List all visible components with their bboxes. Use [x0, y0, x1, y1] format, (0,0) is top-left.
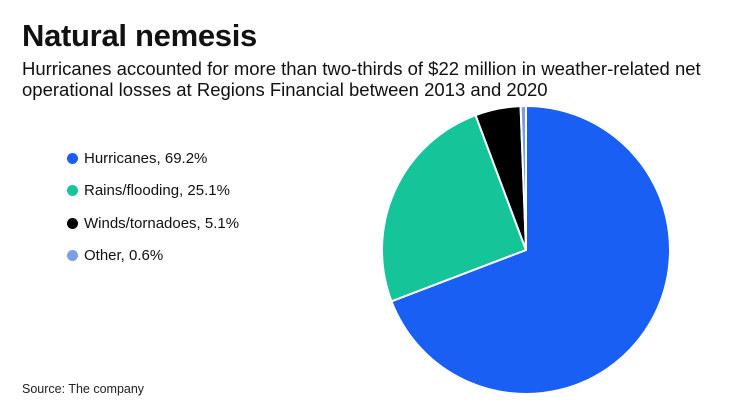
legend-label-hurricanes: Hurricanes, 69.2%: [84, 149, 208, 167]
legend-item-winds-tornadoes: Winds/tornadoes, 5.1%: [67, 213, 239, 233]
legend-swatch-rains-flooding: [67, 185, 78, 196]
pie-slice-hurricanes: [390, 105, 671, 395]
legend: Hurricanes, 69.2% Rains/flooding, 25.1% …: [67, 148, 239, 278]
pie-slice-other: [519, 104, 527, 251]
legend-item-hurricanes: Hurricanes, 69.2%: [67, 148, 239, 168]
chart-subtitle: Hurricanes accounted for more than two-t…: [22, 58, 701, 100]
legend-label-winds-tornadoes: Winds/tornadoes, 5.1%: [84, 214, 240, 232]
legend-swatch-winds-tornadoes: [67, 217, 78, 229]
legend-swatch-other: [67, 250, 78, 261]
legend-swatch-hurricanes: [67, 152, 78, 164]
pie-slice-rains-flooding: [381, 114, 527, 303]
chart-title: Natural nemesis: [22, 18, 257, 53]
legend-item-rains-flooding: Rains/flooding, 25.1%: [67, 181, 239, 201]
legend-label-rains-flooding: Rains/flooding, 25.1%: [84, 182, 230, 199]
legend-label-other: Other, 0.6%: [84, 247, 164, 264]
source-note: Source: The company: [22, 382, 145, 396]
legend-item-other: Other, 0.6%: [67, 246, 239, 266]
